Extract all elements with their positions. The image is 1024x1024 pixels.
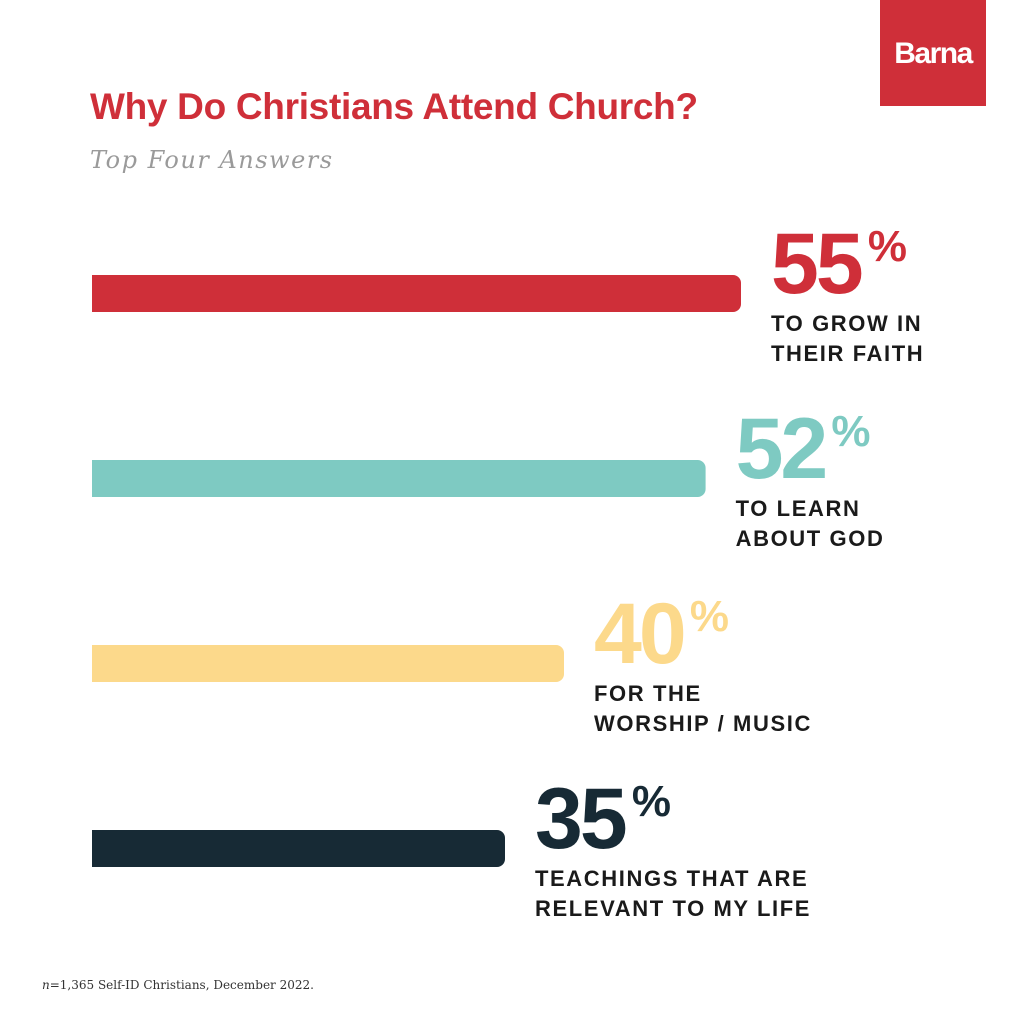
category-label-4-line-2: RELEVANT TO MY LIFE bbox=[535, 896, 811, 921]
bar-3-base bbox=[92, 645, 102, 682]
chart-subtitle: Top Four Answers bbox=[90, 146, 334, 174]
percent-sign-3: % bbox=[690, 592, 729, 641]
value-label-3: 40 bbox=[594, 586, 684, 682]
percent-sign-4: % bbox=[632, 777, 671, 826]
percent-sign-1: % bbox=[868, 222, 907, 271]
sample-footnote: n=1,365 Self-ID Christians, December 202… bbox=[42, 978, 314, 992]
bar-4 bbox=[92, 830, 505, 867]
bar-4-base bbox=[92, 830, 102, 867]
chart-title: Why Do Christians Attend Church? bbox=[90, 86, 698, 127]
category-label-3-line-1: FOR THE bbox=[594, 681, 702, 706]
category-label-2-line-2: ABOUT GOD bbox=[736, 526, 885, 551]
bar-2-base bbox=[92, 460, 102, 497]
barna-logo: Barna bbox=[880, 0, 986, 106]
bar-1 bbox=[92, 275, 741, 312]
percent-sign-2: % bbox=[831, 407, 870, 456]
category-label-1-line-2: THEIR FAITH bbox=[771, 341, 924, 366]
category-label-1-line-1: TO GROW IN bbox=[771, 311, 922, 336]
category-label-3-line-2: WORSHIP / MUSIC bbox=[594, 711, 812, 736]
bar-3 bbox=[92, 645, 564, 682]
value-label-4: 35 bbox=[535, 771, 626, 867]
bar-1-base bbox=[92, 275, 102, 312]
logo-text: Barna bbox=[894, 37, 973, 70]
value-label-2: 52 bbox=[736, 401, 826, 497]
footnote-text: =1,365 Self-ID Christians, December 2022… bbox=[49, 978, 314, 992]
category-label-4-line-1: TEACHINGS THAT ARE bbox=[535, 866, 808, 891]
category-label-2-line-1: TO LEARN bbox=[736, 496, 861, 521]
value-label-1: 55 bbox=[771, 216, 862, 312]
footnote-n: n bbox=[42, 978, 50, 992]
bar-2 bbox=[92, 460, 706, 497]
